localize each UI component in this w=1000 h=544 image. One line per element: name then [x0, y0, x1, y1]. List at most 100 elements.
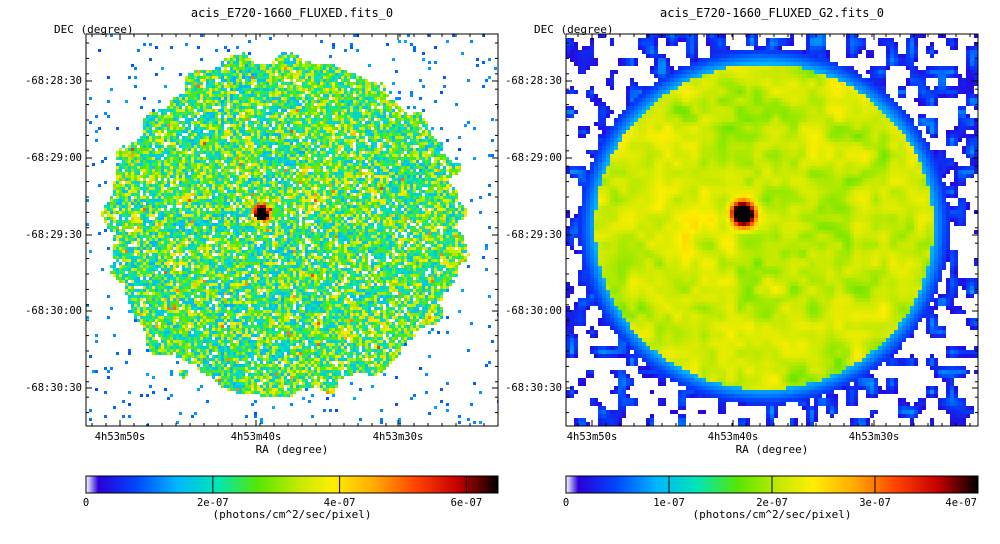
heatmap-cell [203, 196, 206, 199]
heatmap-cell [305, 121, 308, 124]
heatmap-cell [110, 211, 113, 214]
heatmap-cell [368, 202, 371, 205]
heatmap-cell [344, 82, 347, 85]
heatmap-cell [284, 61, 287, 64]
heatmap-cell [332, 178, 335, 181]
heatmap-cell [326, 202, 329, 205]
heatmap-cell [335, 223, 338, 226]
heatmap-cell [392, 214, 395, 217]
heatmap-cell [296, 148, 299, 151]
heatmap-cell [329, 64, 332, 67]
heatmap-cell [284, 136, 287, 139]
heatmap-cell [365, 97, 368, 100]
heatmap-cell [224, 172, 227, 175]
heatmap-cell [242, 127, 245, 130]
heatmap-cell [119, 178, 122, 181]
heatmap-cell [263, 169, 266, 172]
heatmap-cell [323, 157, 326, 160]
heatmap-cell [131, 193, 134, 196]
heatmap-cell [320, 97, 323, 100]
heatmap-cell [182, 154, 185, 157]
heatmap-cell [239, 157, 242, 160]
heatmap-cell [386, 139, 389, 142]
heatmap-cell [119, 196, 122, 199]
heatmap-cell [449, 202, 452, 205]
heatmap-cell [236, 130, 239, 133]
heatmap-cell [122, 220, 125, 223]
heatmap-cell [377, 136, 380, 139]
heatmap-cell [269, 85, 272, 88]
heatmap-cell [287, 133, 290, 136]
heatmap-cell [437, 157, 440, 160]
heatmap-cell [407, 157, 410, 160]
heatmap-cell [302, 157, 305, 160]
heatmap-cell [398, 223, 401, 226]
heatmap-cell [452, 211, 455, 214]
heatmap-cell [119, 202, 122, 205]
heatmap-cell [263, 202, 266, 205]
heatmap-cell [173, 148, 176, 151]
heatmap-cell [419, 157, 422, 160]
heatmap-cell [242, 220, 245, 223]
heatmap-cell [344, 160, 347, 163]
heatmap-cell [281, 214, 284, 217]
heatmap-cell [302, 130, 305, 133]
heatmap-cell [239, 151, 242, 154]
heatmap-cell [263, 211, 266, 214]
heatmap-cell [122, 163, 125, 166]
heatmap-cell [398, 169, 401, 172]
heatmap-cell [311, 85, 314, 88]
heatmap-cell [230, 187, 233, 190]
heatmap-cell [251, 220, 254, 223]
heatmap-cell [164, 85, 167, 88]
heatmap-cell [392, 145, 395, 148]
heatmap-cell [395, 133, 398, 136]
heatmap-cell [179, 130, 182, 133]
heatmap-cell [257, 94, 260, 97]
heatmap-cell [185, 94, 188, 97]
heatmap-cell [158, 118, 161, 121]
heatmap-cell [338, 169, 341, 172]
heatmap-cell [296, 103, 299, 106]
heatmap-cell [395, 136, 398, 139]
heatmap-cell [254, 112, 257, 115]
heatmap-cell [278, 61, 281, 64]
heatmap-cell [209, 184, 212, 187]
heatmap-cell [395, 70, 398, 73]
heatmap-cell [98, 184, 101, 187]
heatmap-cell [140, 214, 143, 217]
heatmap-cell [314, 211, 317, 214]
heatmap-cell [296, 205, 299, 208]
heatmap-cell [278, 139, 281, 142]
heatmap-cell [206, 220, 209, 223]
heatmap-cell [188, 97, 191, 100]
heatmap-cell [224, 169, 227, 172]
heatmap-cell [143, 181, 146, 184]
heatmap-cell [173, 178, 176, 181]
heatmap-cell [266, 196, 269, 199]
heatmap-cell [446, 220, 449, 223]
heatmap-cell [116, 127, 119, 130]
heatmap-cell [269, 97, 272, 100]
heatmap-cell [365, 211, 368, 214]
heatmap-cell [341, 208, 344, 211]
heatmap-cell [155, 172, 158, 175]
heatmap-cell [215, 175, 218, 178]
heatmap-cell [278, 190, 281, 193]
heatmap-cell [302, 184, 305, 187]
heatmap-cell [143, 133, 146, 136]
heatmap-cell [332, 211, 335, 214]
heatmap-cell [257, 100, 260, 103]
heatmap-cell [221, 76, 224, 79]
heatmap-cell [329, 163, 332, 166]
heatmap-cell [257, 127, 260, 130]
heatmap-cell [107, 202, 110, 205]
heatmap-cell [137, 181, 140, 184]
heatmap-cell [383, 220, 386, 223]
heatmap-cell [290, 187, 293, 190]
heatmap-cell [392, 193, 395, 196]
heatmap-cell [161, 67, 164, 70]
heatmap-cell [377, 88, 380, 91]
heatmap-cell [335, 154, 338, 157]
heatmap-cell [227, 184, 230, 187]
